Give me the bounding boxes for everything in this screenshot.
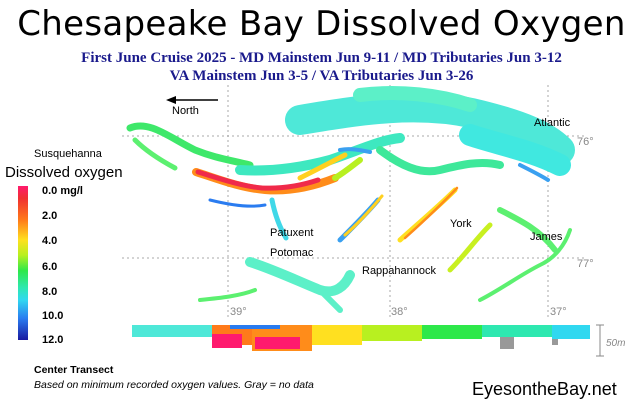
- footnote: Based on minimum recorded oxygen values.…: [34, 379, 314, 391]
- coord-77: 77°: [577, 258, 594, 270]
- depth-scale-label: 50m: [606, 338, 626, 349]
- legend-tick: 2.0: [42, 210, 58, 222]
- legend-title: Dissolved oxygen: [5, 164, 123, 181]
- legend-color-bar: [18, 186, 28, 340]
- center-transect: [130, 324, 604, 357]
- label-patuxent: Patuxent: [270, 227, 314, 239]
- label-potomac: Potomac: [270, 247, 314, 259]
- transect-label: Center Transect: [34, 364, 114, 376]
- legend-tick: 4.0: [42, 235, 58, 247]
- legend-tick: 0.0 mg/l: [42, 185, 83, 197]
- bay-water: [126, 86, 575, 313]
- coord-39: 39°: [230, 306, 247, 318]
- brand-link[interactable]: EyesontheBay.net: [472, 379, 617, 399]
- legend-tick: 10.0: [42, 310, 64, 322]
- north-arrow-icon: [166, 96, 218, 104]
- label-york: York: [450, 218, 472, 230]
- coord-37: 37°: [550, 306, 567, 318]
- coord-38: 38°: [391, 306, 408, 318]
- subtitle-line-1: First June Cruise 2025 - MD Mainstem Jun…: [81, 50, 562, 66]
- subtitle-line-2: VA Mainstem Jun 3-5 / VA Tributaries Jun…: [169, 68, 474, 84]
- label-rappahannock: Rappahannock: [362, 265, 437, 277]
- coord-76: 76°: [577, 136, 594, 148]
- north-label: North: [172, 105, 199, 117]
- label-susquehanna: Susquehanna: [34, 148, 102, 160]
- legend-tick: 6.0: [42, 261, 58, 273]
- page-title: Chesapeake Bay Dissolved Oxygen: [17, 4, 626, 44]
- legend-tick: 12.0: [42, 334, 64, 346]
- legend-tick: 8.0: [42, 286, 58, 298]
- label-james: James: [530, 231, 563, 243]
- label-atlantic: Atlantic: [534, 117, 571, 129]
